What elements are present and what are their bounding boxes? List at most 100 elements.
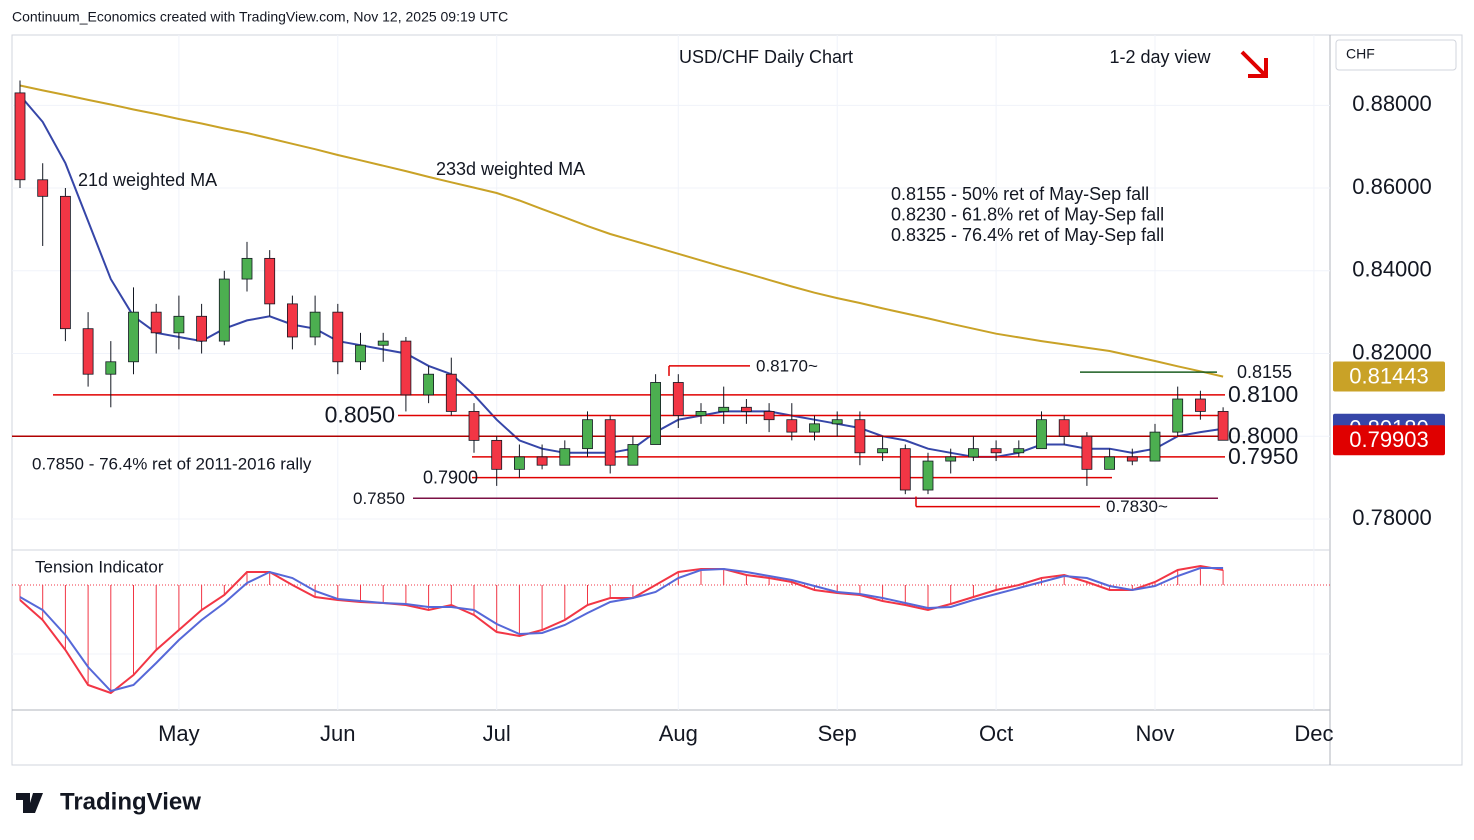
y-tick-label: 0.86000: [1352, 174, 1432, 199]
candle-body: [899, 448, 911, 491]
note: 0.8325 - 76.4% ret of May-Sep fall: [891, 225, 1164, 245]
ma-label: 233d weighted MA: [436, 159, 585, 179]
candle-body: [786, 419, 798, 433]
indicator-line: [19, 564, 1224, 695]
long-term-note: 0.7850 - 76.4% ret of 2011-2016 rally: [32, 454, 312, 473]
x-tick-label: Dec: [1294, 721, 1333, 746]
candle-body: [491, 439, 503, 470]
candle-body: [672, 382, 684, 416]
level-label: 0.7950: [1228, 443, 1298, 469]
price-badge: [1333, 361, 1445, 392]
candle-body: [968, 448, 979, 458]
candle-body: [82, 328, 94, 375]
chart-subtitle: 1-2 day view: [1109, 47, 1211, 67]
candle-body: [1036, 419, 1047, 450]
candle-body: [854, 419, 866, 454]
candle-body: [1104, 456, 1115, 470]
candle-body: [60, 195, 71, 330]
currency-box: [1335, 39, 1457, 71]
candle-body: [128, 311, 139, 363]
x-tick-label: Nov: [1135, 721, 1174, 746]
candle-body: [309, 311, 321, 338]
level-label: 0.8050: [325, 402, 395, 428]
candle-body: [241, 257, 253, 280]
candle-body: [150, 311, 162, 334]
level-label: 0.7850: [353, 489, 405, 508]
level-label: 0.8155: [1237, 362, 1292, 382]
header: Continuum_Economics created with Trading…: [12, 9, 508, 25]
candle-body: [14, 92, 26, 181]
candle-body: [559, 448, 571, 466]
price-badge: [1333, 425, 1445, 456]
logo: TradingView: [16, 788, 201, 815]
moving-average: [19, 94, 1224, 458]
level-label: 0.7900: [423, 467, 478, 487]
candle-body: [1058, 419, 1070, 437]
note: 0.8230 - 61.8% ret of May-Sep fall: [891, 204, 1164, 224]
candle-body: [695, 411, 707, 416]
x-tick-label: May: [158, 721, 200, 746]
y-tick-label: 0.84000: [1352, 257, 1432, 282]
candle-body: [286, 303, 298, 338]
price-badge-label: 0.81443: [1349, 363, 1429, 388]
candle-body: [604, 419, 616, 466]
currency: CHF: [1346, 46, 1375, 62]
chart-title: USD/CHF Daily Chart: [679, 47, 853, 67]
candle-body: [423, 373, 435, 396]
candle-body: [741, 406, 752, 412]
y-tick-label: 0.88000: [1352, 91, 1432, 116]
candle-body: [514, 456, 525, 470]
candle-body: [990, 448, 1002, 454]
x-tick-label: Jul: [483, 721, 511, 746]
level-label: 0.7830~: [1106, 497, 1168, 516]
candle-body: [468, 411, 480, 441]
candle-body: [264, 257, 276, 305]
candle-body: [332, 311, 344, 363]
candle-body: [1149, 431, 1161, 462]
candle-body: [355, 344, 366, 363]
candle-body: [650, 382, 661, 445]
note: 0.8155 - 50% ret of May-Sep fall: [891, 184, 1149, 204]
candle-body: [536, 456, 548, 466]
level-label: 0.8100: [1228, 381, 1298, 407]
indicator-title: Tension Indicator: [35, 557, 164, 576]
candle-body: [809, 423, 820, 433]
candle-body: [173, 315, 185, 334]
candle-body: [1013, 448, 1025, 454]
ma-label: 21d weighted MA: [78, 170, 217, 190]
x-tick-label: Oct: [979, 721, 1013, 746]
candle-body: [1126, 456, 1138, 462]
candle-body: [1172, 398, 1184, 433]
x-tick-label: Sep: [818, 721, 857, 746]
down-arrow: [1240, 50, 1268, 78]
indicator-line: [19, 567, 1224, 693]
candle-body: [945, 456, 957, 462]
price-badge-label: 0.79903: [1349, 427, 1429, 452]
level-label: 0.8000: [1228, 422, 1298, 448]
candle-body: [877, 448, 888, 454]
candle-body: [105, 361, 117, 375]
candle-body: [718, 406, 730, 412]
candle-body: [831, 419, 843, 425]
candle-body: [377, 340, 389, 346]
brand: TradingView: [60, 788, 201, 815]
candle-body: [1195, 398, 1206, 412]
x-tick-label: Aug: [659, 721, 698, 746]
candle-body: [763, 411, 775, 421]
candle-body: [37, 179, 49, 197]
candle-body: [1217, 411, 1229, 441]
y-tick-label: 0.82000: [1352, 339, 1432, 364]
frame: [11, 34, 1463, 766]
moving-average: [19, 84, 1224, 378]
candle-body: [218, 278, 230, 342]
candle-body: [400, 340, 412, 396]
candle-body: [196, 315, 208, 342]
candle-body: [627, 444, 639, 466]
level-label: 0.8170~: [756, 356, 818, 375]
y-tick-label: 0.78000: [1352, 505, 1432, 530]
candle-body: [1081, 435, 1093, 470]
candle-body: [445, 373, 457, 412]
candle-body: [582, 419, 593, 450]
